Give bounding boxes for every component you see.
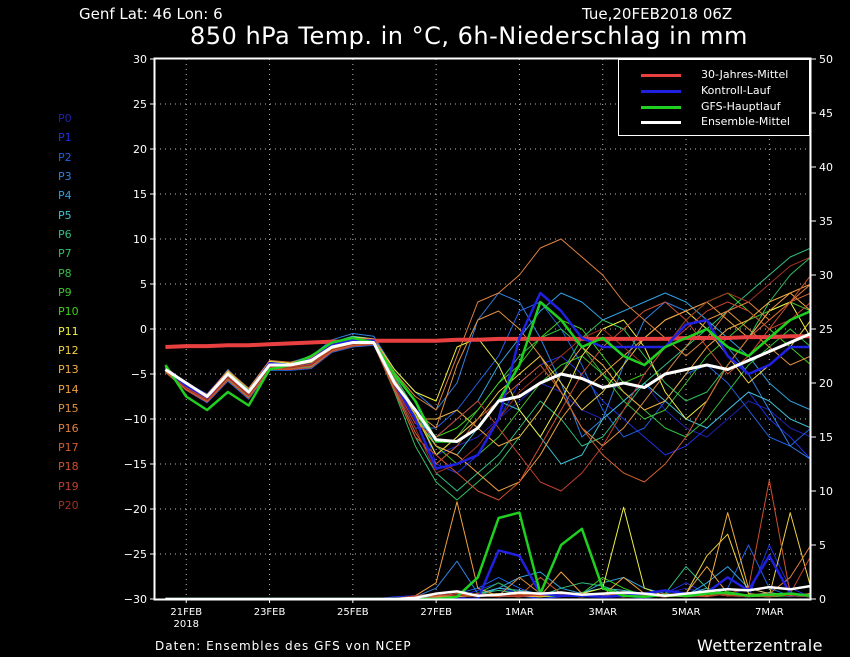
y-tick-label: −15 [124, 458, 147, 471]
member-label: P9 [58, 286, 72, 300]
legend-label: GFS-Hauptlauf [701, 100, 781, 113]
legend-label: 30-Jahres-Mittel [701, 68, 789, 81]
y-tick-label: 25 [133, 98, 147, 111]
y-right-tick-label: 50 [819, 53, 833, 66]
member-label: P16 [58, 421, 79, 435]
x-tick-label: 5MAR [672, 607, 701, 618]
member-label: P13 [58, 363, 79, 377]
series-layer [164, 238, 811, 599]
legend-swatch [641, 90, 681, 93]
location-label: Genf Lat: 46 Lon: 6 [79, 5, 223, 23]
legend-label: Ensemble-Mittel [701, 115, 790, 128]
brand-label: Wetterzentrale [696, 636, 823, 655]
x-tick-label: 23FEB [254, 607, 286, 618]
y-right-tick-label: 35 [819, 215, 833, 228]
legend-swatch [641, 74, 681, 77]
precip-line-p14 [165, 501, 811, 599]
precip-line-mean [165, 584, 811, 599]
chart-title: 850 hPa Temp. in °C, 6h-Niederschlag in … [190, 22, 748, 50]
y-right-tick-label: 5 [819, 539, 826, 552]
member-label: P1 [58, 131, 72, 145]
y-right-tick-label: 15 [819, 431, 833, 444]
y-tick-label: 0 [140, 323, 147, 336]
x-tick-label: 21FEB [170, 607, 202, 618]
y-tick-label: 5 [140, 278, 147, 291]
legend: 30-Jahres-Mittel Kontroll-Lauf GFS-Haupt… [618, 59, 810, 136]
member-labels: P0 P1 P2 P3 P4 P5 P6 P7 P8 P9 P10 P11 P12 P13 P14 P15 P1… [58, 109, 79, 515]
y-tick-label: −10 [124, 413, 147, 426]
y-tick-label: −25 [124, 548, 147, 561]
x-tick-sublabel: 2018 [174, 619, 199, 630]
x-tick-label: 25FEB [337, 607, 369, 618]
member-label: P10 [58, 305, 79, 319]
member-label: P12 [58, 344, 79, 358]
temp-line-climate-mean [165, 334, 811, 349]
member-label: P7 [58, 247, 72, 261]
temp-line-p16 [165, 238, 811, 411]
x-tick-label: 1MAR [505, 607, 534, 618]
y-right-tick-label: 10 [819, 485, 833, 498]
member-label: P5 [58, 208, 72, 222]
member-label: P19 [58, 479, 79, 493]
member-label: P15 [58, 402, 79, 416]
member-label: P14 [58, 382, 79, 396]
y-tick-label: 20 [133, 143, 147, 156]
plot-frame [153, 57, 812, 601]
y-tick-label: −5 [131, 368, 147, 381]
legend-label: Kontroll-Lauf [701, 84, 771, 97]
y-right-tick-label: 0 [819, 593, 826, 606]
member-label: P18 [58, 460, 79, 474]
member-label: P20 [58, 498, 79, 512]
y-right-tick-label: 20 [819, 377, 833, 390]
temp-line-p11 [165, 301, 811, 438]
precip-line-p11 [165, 506, 811, 599]
y-tick-label: 30 [133, 53, 147, 66]
y-tick-label: 10 [133, 233, 147, 246]
y-axis-left: 30 25 20 15 10 5 0 −5 −10 −15 −20 −25 −30 [124, 53, 155, 606]
temp-line-p5 [165, 335, 811, 465]
member-label: P8 [58, 266, 72, 280]
legend-swatch [641, 106, 681, 109]
temp-line-p20 [165, 256, 811, 474]
x-tick-label: 7MAR [755, 607, 784, 618]
temp-line-mean [164, 332, 811, 443]
member-label: P3 [58, 170, 72, 184]
y-tick-label: −20 [124, 503, 147, 516]
member-label: P17 [58, 440, 79, 454]
y-right-tick-label: 30 [819, 269, 833, 282]
y-right-tick-label: 25 [819, 323, 833, 336]
member-label: P11 [58, 324, 79, 338]
temp-line-p17 [165, 292, 811, 483]
legend-swatch [641, 121, 681, 124]
y-right-tick-label: 45 [819, 107, 833, 120]
x-tick-label: 3MAR [588, 607, 617, 618]
x-tick-label: 27FEB [420, 607, 452, 618]
precip-line-operational [165, 511, 811, 599]
member-label: P6 [58, 228, 72, 242]
precip-line-p5 [165, 587, 811, 599]
member-label: P0 [58, 112, 72, 125]
y-tick-label: 15 [133, 188, 147, 201]
member-label: P2 [58, 150, 72, 164]
precip-line-p18 [165, 479, 811, 599]
run-time-label: Tue,20FEB2018 06Z [582, 5, 733, 23]
y-tick-label: −30 [124, 593, 147, 606]
y-right-tick-label: 40 [819, 161, 833, 174]
data-source: Daten: Ensembles des GFS von NCEP [155, 639, 412, 653]
member-label: P4 [58, 189, 72, 203]
